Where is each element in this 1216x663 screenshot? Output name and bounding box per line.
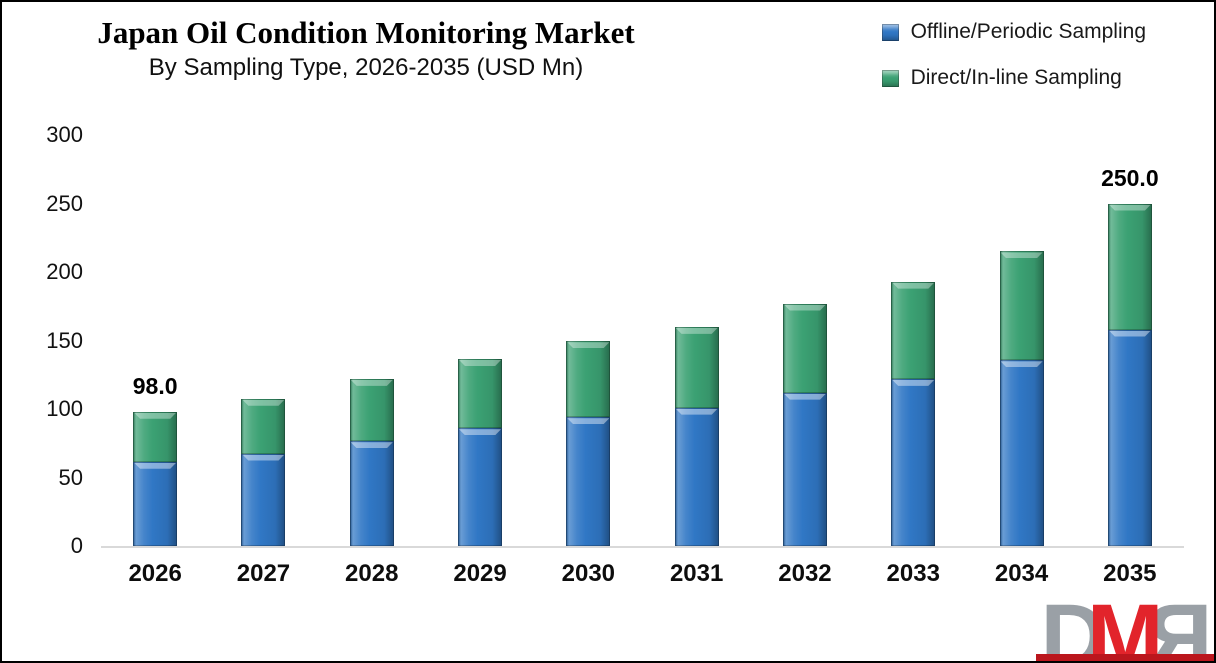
segment-bevel-highlight (783, 304, 826, 311)
segment-bevel-highlight (242, 454, 285, 461)
bar-2028-direct-inline-segment (349, 378, 394, 442)
segment-bevel-highlight (783, 393, 826, 400)
segment-bevel-highlight (459, 429, 502, 436)
bar-2034-direct-inline-segment (999, 251, 1044, 361)
bar-2030 (566, 341, 611, 546)
bar-2028-offline-periodic-segment (349, 441, 394, 546)
segment-bevel-highlight (567, 418, 610, 425)
x-tick-2032: 2032 (778, 560, 832, 587)
bar-2034-offline-periodic-segment (999, 360, 1044, 546)
legend-label-direct: Direct/In-line Sampling (910, 66, 1122, 89)
bar-2031-direct-inline-segment (674, 326, 719, 408)
chart-subtitle: By Sampling Type, 2026-2035 (USD Mn) (148, 54, 584, 81)
bar-2027 (241, 398, 286, 546)
bar-2027-direct-inline-segment (241, 398, 286, 454)
dmr-logo: DMR (1040, 586, 1212, 663)
data-label-2026: 98.0 (132, 372, 178, 399)
bar-2030-direct-inline-segment (566, 341, 611, 418)
bar-2031-offline-periodic-segment (674, 407, 719, 546)
bar-2034 (999, 251, 1044, 546)
bar-2030-offline-periodic-segment (566, 417, 611, 546)
segment-bevel-highlight (892, 282, 935, 289)
x-tick-2028: 2028 (345, 560, 399, 587)
segment-bevel-highlight (892, 379, 935, 386)
bar-2031 (674, 326, 719, 546)
chart-header: Japan Oil Condition Monitoring Market By… (32, 14, 700, 82)
data-label-2035: 250.0 (1101, 164, 1159, 191)
segment-bevel-highlight (242, 399, 285, 406)
y-tick-300: 300 (46, 122, 83, 147)
bar-2026-direct-inline-segment (133, 411, 178, 462)
plot-area: 0 50 100 150 200 250 300 98.0 2026 2027 2028 2029 2… (46, 122, 1184, 587)
bar-2032 (782, 303, 827, 546)
bar-2027-offline-periodic-segment (241, 453, 286, 546)
legend-label-offline: Offline/Periodic Sampling (910, 20, 1146, 43)
segment-bevel-highlight (1108, 330, 1151, 337)
bar-2033 (891, 281, 936, 546)
legend-swatch-green-icon (881, 69, 899, 87)
segment-bevel-highlight (134, 412, 177, 419)
x-tick-2030: 2030 (561, 560, 616, 587)
bar-2035-direct-inline-segment (1107, 203, 1152, 330)
segment-bevel-highlight (350, 379, 393, 386)
bar-2028 (349, 378, 394, 546)
chart-title: Japan Oil Condition Monitoring Market (97, 15, 635, 50)
segment-bevel-highlight (1108, 204, 1151, 211)
bar-2026 (133, 411, 178, 546)
segment-bevel-highlight (1000, 361, 1043, 368)
segment-bevel-highlight (350, 442, 393, 449)
bar-2035 (1107, 203, 1152, 546)
x-tick-2033: 2033 (886, 560, 940, 587)
bar-2029-direct-inline-segment (458, 359, 503, 429)
x-tick-2026: 2026 (128, 560, 182, 587)
segment-bevel-highlight (1000, 252, 1043, 259)
y-tick-250: 250 (46, 190, 83, 216)
segment-bevel-highlight (567, 342, 610, 349)
segment-bevel-highlight (675, 408, 718, 415)
logo-letter-d: D (1040, 586, 1106, 663)
bar-2026-offline-periodic-segment (133, 461, 178, 546)
x-tick-2035: 2035 (1103, 560, 1157, 587)
legend-item-offline-periodic-sampling: Offline/Periodic Sampling (881, 20, 1146, 44)
bar-2035-offline-periodic-segment (1107, 329, 1152, 546)
segment-bevel-highlight (675, 327, 718, 334)
legend-swatch-blue-icon (881, 23, 899, 41)
logo-letter-m: M (1086, 586, 1164, 663)
logo-red-bar (1036, 654, 1214, 661)
x-axis-line (101, 546, 1184, 548)
bar-2033-direct-inline-segment (891, 281, 936, 379)
y-tick-100: 100 (46, 396, 83, 421)
legend: Offline/Periodic Sampling Direct/In-line… (881, 20, 1146, 112)
y-tick-200: 200 (46, 259, 83, 284)
x-tick-2034: 2034 (994, 560, 1049, 587)
x-tick-2029: 2029 (453, 560, 507, 587)
x-tick-2027: 2027 (236, 560, 291, 587)
y-tick-150: 150 (46, 327, 83, 353)
bar-2029-offline-periodic-segment (458, 428, 503, 546)
bar-2033-offline-periodic-segment (891, 378, 936, 546)
x-tick-2031: 2031 (669, 560, 724, 587)
segment-bevel-highlight (459, 360, 502, 367)
y-tick-0: 0 (70, 533, 83, 558)
bar-2032-direct-inline-segment (782, 303, 827, 393)
bar-2032-offline-periodic-segment (782, 392, 827, 546)
bar-2029 (458, 359, 503, 546)
legend-item-direct-inline-sampling: Direct/In-line Sampling (881, 66, 1146, 90)
y-tick-50: 50 (58, 464, 83, 490)
segment-bevel-highlight (134, 462, 177, 469)
